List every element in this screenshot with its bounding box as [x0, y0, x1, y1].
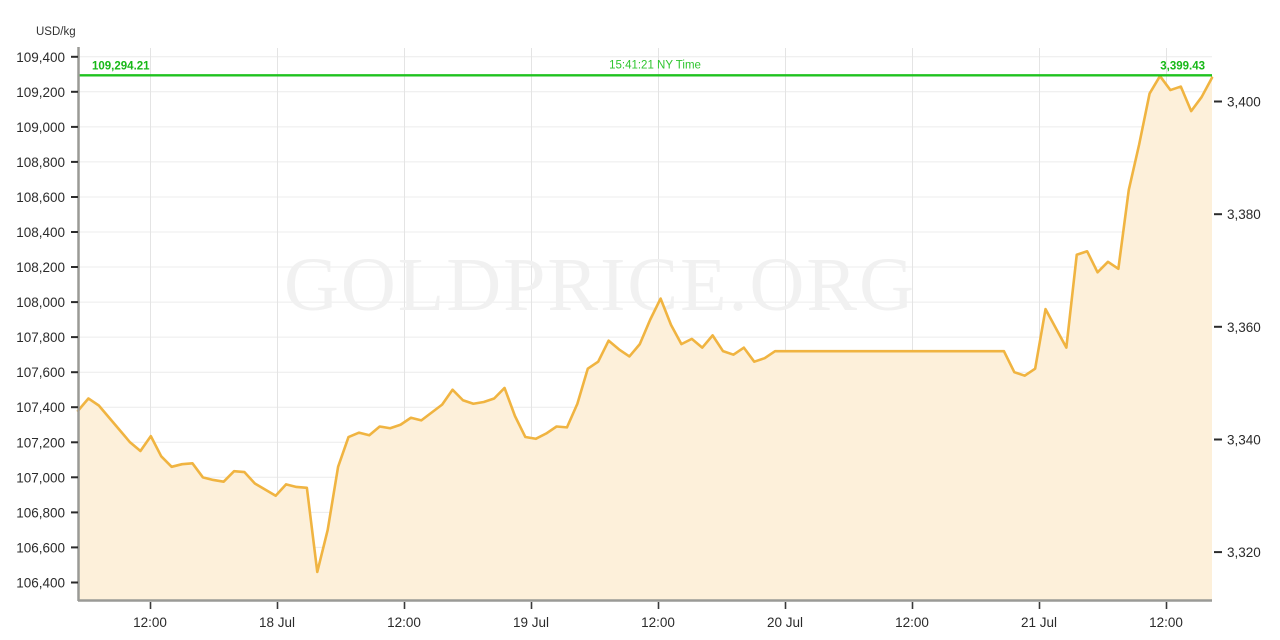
y-axis-left-tick-label: 109,200 — [16, 85, 65, 100]
y-axis-left-tick-label: 107,400 — [16, 400, 65, 415]
y-axis-unit-label: USD/kg — [36, 26, 76, 38]
price-area-series — [76, 74, 1214, 601]
timestamp-label: 15:41:21 NY Time — [609, 59, 701, 71]
y-axis-left-tick-label: 108,600 — [16, 190, 65, 205]
y-axis-right-ticks: 3,400 3,380 3,360 3,340 3,320 — [1214, 95, 1261, 560]
y-axis-left-tick-label: 107,600 — [16, 365, 65, 380]
x-axis-tick-label: 12:00 — [895, 615, 929, 630]
y-axis-left-tick-label: 107,800 — [16, 330, 65, 345]
y-axis-right-tick-label: 3,380 — [1227, 207, 1261, 222]
y-axis-right-tick-label: 3,340 — [1227, 433, 1261, 448]
x-axis-tick-label: 21 Jul — [1021, 615, 1057, 630]
x-axis-tick-label: 12:00 — [387, 615, 421, 630]
current-price-oz-label: 3,399.43 — [1160, 60, 1205, 72]
y-axis-left-ticks: 109,400 109,200 109,000 108,800 108,600 108,4… — [16, 50, 78, 591]
x-axis-ticks: 12:00 18 Jul 12:00 19 Jul 12:00 20 Jul 12:00 21… — [133, 602, 1183, 630]
x-axis-tick-label: 12:00 — [133, 615, 167, 630]
y-axis-left-tick-label: 106,400 — [16, 576, 65, 591]
y-axis-right-tick-label: 3,320 — [1227, 545, 1261, 560]
y-axis-left-tick-label: 108,200 — [16, 260, 65, 275]
y-axis-left-tick-label: 107,200 — [16, 435, 65, 450]
x-axis-tick-label: 19 Jul — [513, 615, 549, 630]
y-axis-right-tick-label: 3,400 — [1227, 95, 1261, 110]
x-axis-tick-label: 12:00 — [641, 615, 675, 630]
y-axis-left-tick-label: 108,000 — [16, 295, 65, 310]
y-axis-right-tick-label: 3,360 — [1227, 320, 1261, 335]
y-axis-left-tick-label: 108,400 — [16, 225, 65, 240]
current-price-kg-label: 109,294.21 — [92, 60, 150, 72]
watermark: GOLDPRICE.ORG — [284, 243, 916, 327]
y-axis-left-tick-label: 109,400 — [16, 50, 65, 65]
y-axis-left-tick-label: 107,000 — [16, 470, 65, 485]
y-axis-left-tick-label: 109,000 — [16, 120, 65, 135]
y-axis-left-tick-label: 106,600 — [16, 540, 65, 555]
axis-spines — [77, 47, 1212, 602]
y-axis-left-tick-label: 108,800 — [16, 155, 65, 170]
x-axis-tick-label: 20 Jul — [767, 615, 803, 630]
x-axis-tick-label: 18 Jul — [259, 615, 295, 630]
x-axis-tick-label: 12:00 — [1149, 615, 1183, 630]
y-axis-left-tick-label: 106,800 — [16, 505, 65, 520]
